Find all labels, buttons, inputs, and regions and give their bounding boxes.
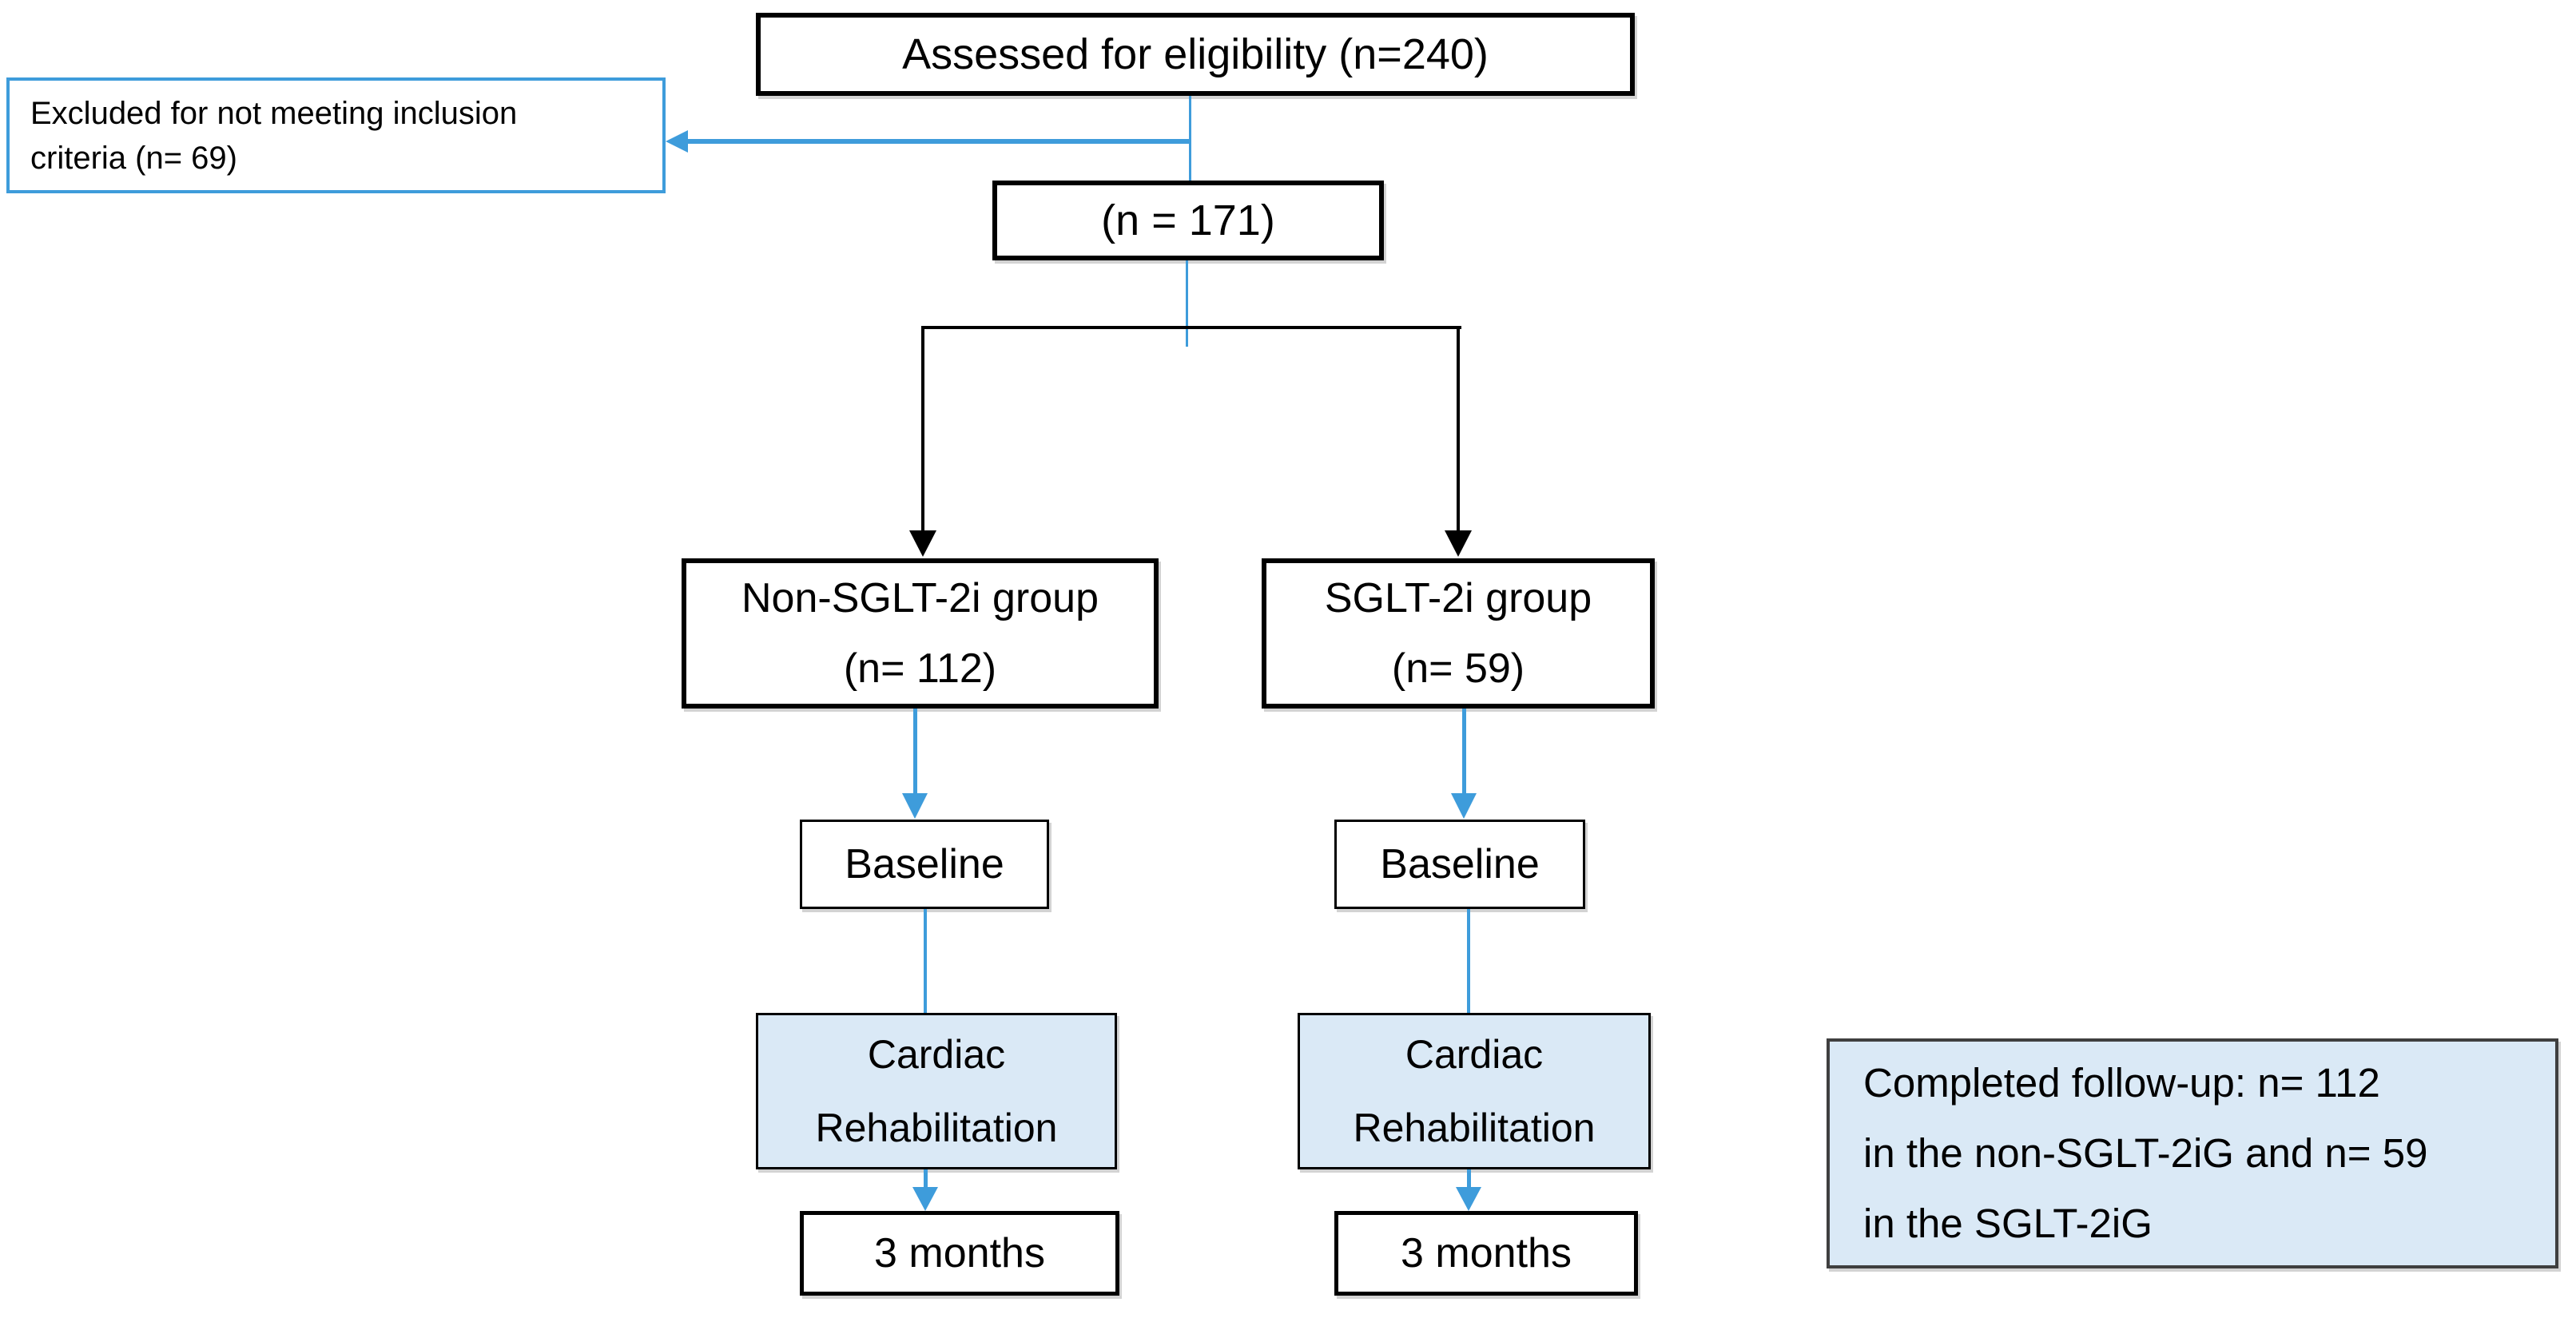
connector-baseline-to-cardiac-right <box>1467 909 1470 1013</box>
note-line3: in the SGLT-2iG <box>1863 1201 2153 1246</box>
note-line1: Completed follow-up: n= 112 <box>1863 1060 2380 1106</box>
sglt-group-count: (n= 59) <box>1391 645 1525 692</box>
non-sglt-group-box: Non-SGLT-2i group (n= 112) <box>682 558 1159 709</box>
arrowhead-down-sglt-icon <box>1445 530 1472 557</box>
branch-horizontal-line <box>921 326 1461 329</box>
three-months-right-box: 3 months <box>1334 1211 1638 1296</box>
baseline-left-box: Baseline <box>800 820 1049 909</box>
connector-eligible-down <box>1186 260 1188 347</box>
three-months-left-box: 3 months <box>800 1211 1119 1296</box>
cardiac-rehabilitation-right-box: Cardiac Rehabilitation <box>1298 1013 1651 1169</box>
arrowhead-left-excluded-icon <box>666 130 688 153</box>
connector-assessed-to-eligible <box>1189 96 1191 181</box>
excluded-label-line1: Excluded for not meeting inclusion <box>30 95 518 131</box>
arrowhead-down-months-left-icon <box>912 1187 938 1211</box>
cardiac-left-line1: Cardiac <box>867 1032 1006 1077</box>
completed-followup-note-box: Completed follow-up: n= 112 in the non-S… <box>1827 1038 2558 1268</box>
cardiac-right-line1: Cardiac <box>1405 1032 1544 1077</box>
non-sglt-group-label: Non-SGLT-2i group <box>741 575 1099 621</box>
branch-right-line <box>1457 326 1460 532</box>
excluded-box: Excluded for not meeting inclusion crite… <box>6 77 666 193</box>
eligible-count-label: (n = 171) <box>1101 197 1275 244</box>
cardiac-rehabilitation-left-box: Cardiac Rehabilitation <box>756 1013 1117 1169</box>
connector-cardiac-to-months-right <box>1467 1169 1471 1190</box>
baseline-right-label: Baseline <box>1380 841 1540 887</box>
connector-baseline-to-cardiac-left <box>924 909 927 1013</box>
non-sglt-group-count: (n= 112) <box>843 645 997 692</box>
cardiac-left-line2: Rehabilitation <box>815 1106 1058 1150</box>
baseline-right-box: Baseline <box>1334 820 1585 909</box>
note-line2: in the non-SGLT-2iG and n= 59 <box>1863 1130 2428 1176</box>
arrowhead-down-baseline-left-icon <box>902 793 928 819</box>
sglt-group-box: SGLT-2i group (n= 59) <box>1262 558 1655 709</box>
arrowhead-down-baseline-right-icon <box>1451 793 1477 819</box>
arrowhead-down-months-right-icon <box>1456 1187 1481 1211</box>
connector-group-to-baseline-left <box>913 709 917 795</box>
connector-cardiac-to-months-left <box>924 1169 928 1190</box>
branch-left-line <box>921 326 924 532</box>
excluded-label-line2: criteria (n= 69) <box>30 140 237 176</box>
assessed-eligibility-label: Assessed for eligibility (n=240) <box>902 30 1489 78</box>
three-months-left-label: 3 months <box>874 1230 1045 1276</box>
sglt-group-label: SGLT-2i group <box>1324 575 1592 621</box>
connector-group-to-baseline-right <box>1462 709 1466 795</box>
assessed-eligibility-box: Assessed for eligibility (n=240) <box>756 13 1635 96</box>
connector-to-excluded <box>686 139 1190 144</box>
eligible-count-box: (n = 171) <box>992 181 1384 260</box>
arrowhead-down-non-sglt-icon <box>909 530 936 557</box>
cardiac-right-line2: Rehabilitation <box>1353 1106 1596 1150</box>
baseline-left-label: Baseline <box>845 841 1004 887</box>
three-months-right-label: 3 months <box>1401 1230 1572 1276</box>
